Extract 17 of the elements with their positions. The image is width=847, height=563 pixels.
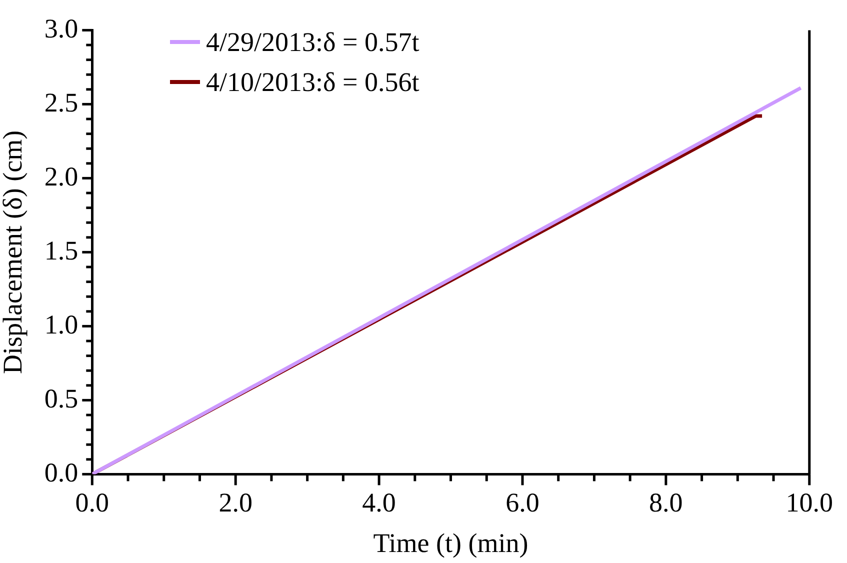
- legend-label: 4/10/2013:δ = 0.56t: [206, 66, 420, 98]
- y-tick-label: 2.0: [44, 161, 78, 192]
- y-tick-label: 1.5: [44, 235, 78, 266]
- x-tick-label: 8.0: [649, 487, 683, 518]
- y-tick-label: 2.5: [44, 87, 78, 118]
- x-tick-label: 4.0: [362, 487, 396, 518]
- y-tick-label: 0.5: [44, 383, 78, 414]
- y-axis-title: Displacement (δ) (cm): [0, 130, 28, 374]
- x-axis-title: Time (t) (min): [373, 528, 528, 558]
- x-tick-label: 0.0: [75, 487, 110, 518]
- x-tick-label: 10.0: [786, 487, 833, 518]
- y-tick-label: 0.0: [44, 457, 78, 488]
- y-tick-label: 3.0: [44, 13, 78, 44]
- x-tick-label: 2.0: [218, 487, 252, 518]
- y-tick-label: 1.0: [44, 309, 78, 340]
- x-tick-label: 6.0: [506, 487, 540, 518]
- legend-label: 4/29/2013:δ = 0.57t: [206, 26, 420, 58]
